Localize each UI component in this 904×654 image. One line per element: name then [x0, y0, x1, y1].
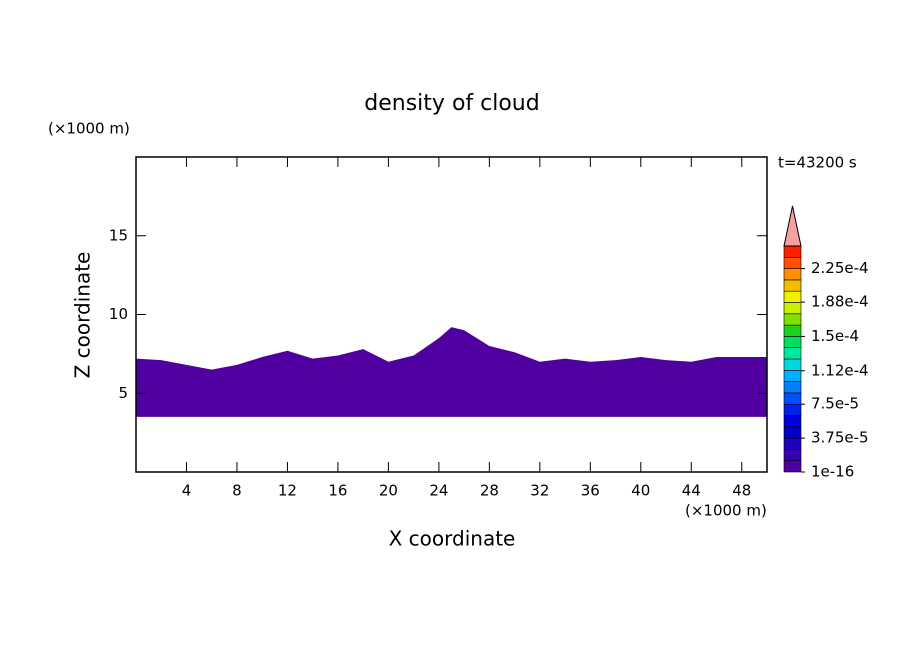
colorbar-band: [783, 449, 802, 461]
x-tick-label: 24: [429, 482, 448, 500]
colorbar-band: [783, 403, 802, 416]
x-tick-label: 4: [182, 482, 192, 500]
colorbar-extend: [783, 205, 802, 247]
x-tick-label: 36: [581, 482, 600, 500]
colorbar-band: [783, 437, 802, 450]
colorbar-band: [783, 426, 802, 439]
x-tick-label: 8: [232, 482, 242, 500]
colorbar-label: 2.25e-4: [811, 259, 869, 277]
colorbar-band: [783, 279, 802, 292]
colorbar-band: [783, 313, 802, 326]
y-tick-label: 10: [109, 305, 128, 323]
colorbar-band: [783, 302, 802, 315]
colorbar-band: [783, 256, 802, 269]
colorbar-label: 1e-16: [811, 463, 854, 481]
cloud-region: [136, 327, 767, 417]
x-tick-label: 16: [328, 482, 347, 500]
colorbar-band: [783, 347, 802, 360]
colorbar-band: [783, 336, 802, 348]
x-tick-label: 40: [631, 482, 650, 500]
colorbar-band: [783, 381, 802, 394]
colorbar-label: 1.5e-4: [811, 327, 859, 345]
x-unit: (×1000 m): [685, 502, 767, 520]
plot-frame: [135, 156, 768, 473]
x-tick-label: 20: [379, 482, 398, 500]
colorbar-label: 7.5e-5: [811, 395, 859, 413]
colorbar-label: 1.88e-4: [811, 293, 869, 311]
x-axis-label: X coordinate: [389, 527, 516, 551]
colorbar-band: [783, 268, 802, 281]
y-tick-label: 15: [109, 226, 128, 244]
chart-title: density of cloud: [364, 91, 539, 116]
colorbar-band: [783, 392, 802, 405]
colorbar-band: [783, 415, 802, 428]
x-tick-label: 28: [480, 482, 499, 500]
colorbar-band: [783, 369, 802, 382]
colorbar-band: [783, 460, 802, 473]
colorbar-band: [783, 324, 802, 337]
y-axis-label: Z coordinate: [71, 252, 95, 379]
x-tick-label: 12: [278, 482, 297, 500]
colorbar-band: [783, 290, 802, 303]
x-tick-label: 32: [530, 482, 549, 500]
time-label: t=43200 s: [778, 154, 857, 172]
x-tick-label: 48: [732, 482, 751, 500]
colorbar-label: 3.75e-5: [811, 429, 869, 447]
y-tick-label: 5: [118, 384, 128, 402]
y-unit: (×1000 m): [48, 120, 130, 138]
colorbar-band: [783, 358, 802, 371]
colorbar-label: 1.12e-4: [811, 361, 869, 379]
x-tick-label: 44: [682, 482, 701, 500]
colorbar-band: [783, 245, 802, 258]
